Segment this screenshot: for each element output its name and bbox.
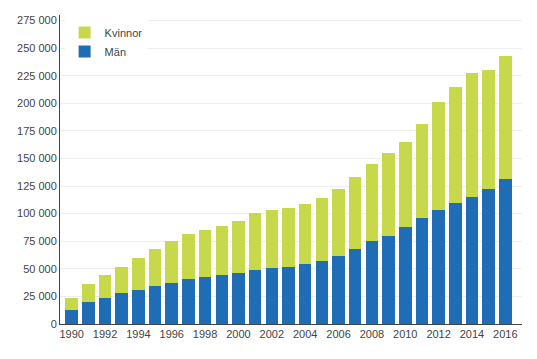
svg-text:75 000: 75 000 (23, 235, 57, 247)
svg-text:2014: 2014 (460, 328, 484, 340)
svg-text:1992: 1992 (93, 328, 117, 340)
svg-text:2002: 2002 (260, 328, 284, 340)
svg-text:50 000: 50 000 (23, 263, 57, 275)
svg-text:250 000: 250 000 (17, 42, 57, 54)
svg-text:125 000: 125 000 (17, 180, 57, 192)
svg-text:225 000: 225 000 (17, 70, 57, 82)
svg-text:2008: 2008 (360, 328, 384, 340)
svg-text:150 000: 150 000 (17, 152, 57, 164)
svg-text:1996: 1996 (160, 328, 184, 340)
svg-text:1998: 1998 (193, 328, 217, 340)
svg-text:200 000: 200 000 (17, 97, 57, 109)
svg-text:25 000: 25 000 (23, 290, 57, 302)
svg-text:100 000: 100 000 (17, 207, 57, 219)
svg-text:1994: 1994 (126, 328, 150, 340)
svg-text:175 000: 175 000 (17, 125, 57, 137)
svg-text:2012: 2012 (426, 328, 450, 340)
svg-text:275 000: 275 000 (17, 14, 57, 26)
svg-text:1990: 1990 (59, 328, 83, 340)
svg-text:2016: 2016 (493, 328, 517, 340)
svg-text:0: 0 (51, 318, 57, 330)
svg-text:2010: 2010 (393, 328, 417, 340)
svg-text:Män: Män (105, 46, 126, 58)
svg-text:Kvinnor: Kvinnor (105, 27, 143, 39)
svg-text:2006: 2006 (326, 328, 350, 340)
svg-text:2000: 2000 (226, 328, 250, 340)
svg-text:2004: 2004 (293, 328, 317, 340)
